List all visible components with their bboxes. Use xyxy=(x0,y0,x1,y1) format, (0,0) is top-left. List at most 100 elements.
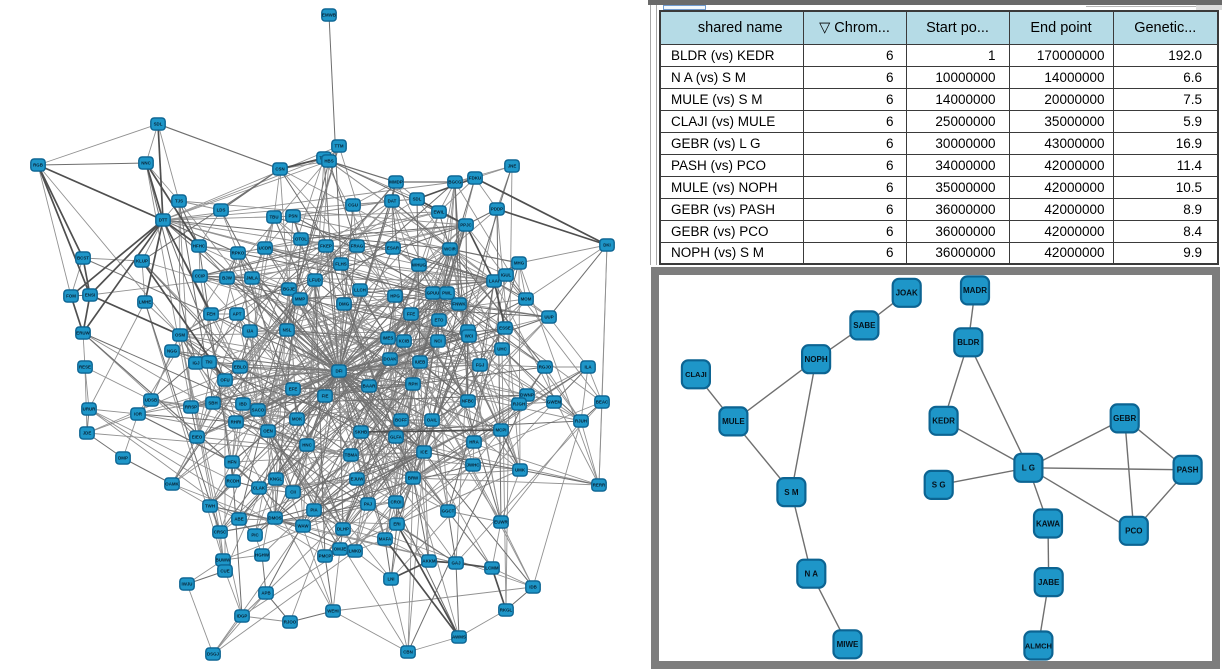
svg-text:DSGJ: DSGJ xyxy=(207,652,220,657)
svg-text:BUWW: BUWW xyxy=(216,558,231,563)
svg-text:LDS: LDS xyxy=(217,208,226,213)
svg-text:ABE: ABE xyxy=(234,517,243,522)
svg-text:IOR: IOR xyxy=(134,412,143,417)
svg-text:JDE: JDE xyxy=(83,431,92,436)
svg-text:PDDP: PDDP xyxy=(491,207,503,212)
svg-text:GGCT: GGCT xyxy=(442,509,455,514)
svg-text:IGJ: IGJ xyxy=(192,361,200,366)
svg-text:BJW: BJW xyxy=(222,276,233,281)
svg-text:ALMCH: ALMCH xyxy=(1025,641,1052,650)
svg-text:LMKD: LMKD xyxy=(349,549,362,554)
svg-text:RPKO: RPKO xyxy=(232,251,245,256)
svg-text:PCO: PCO xyxy=(1125,527,1142,536)
svg-text:OMJE: OMJE xyxy=(334,547,347,552)
svg-text:RJGH: RJGH xyxy=(513,402,525,407)
svg-text:BEAC: BEAC xyxy=(596,400,609,405)
svg-text:IWJU: IWJU xyxy=(182,582,193,587)
svg-text:HGHW: HGHW xyxy=(255,553,270,558)
svg-text:CUE: CUE xyxy=(220,569,229,574)
svg-text:AWMS: AWMS xyxy=(452,635,466,640)
svg-text:CLAK: CLAK xyxy=(253,486,266,491)
svg-text:WCIR: WCIR xyxy=(444,247,457,252)
svg-text:DMOS: DMOS xyxy=(268,516,281,521)
svg-text:OAMK: OAMK xyxy=(165,482,179,487)
svg-text:BGJE: BGJE xyxy=(283,287,295,292)
svg-text:APB: APB xyxy=(261,591,270,596)
svg-text:OEN: OEN xyxy=(263,429,273,434)
svg-text:FRAG: FRAG xyxy=(351,244,364,249)
svg-text:ERI: ERI xyxy=(393,522,400,527)
svg-text:HFN: HFN xyxy=(227,460,236,465)
svg-text:FOM: FOM xyxy=(66,294,76,299)
svg-text:NCI: NCI xyxy=(434,339,442,344)
svg-text:PIC: PIC xyxy=(251,533,259,538)
svg-text:ICE: ICE xyxy=(420,450,427,455)
svg-text:DMP: DMP xyxy=(118,456,128,461)
svg-text:ERUW: ERUW xyxy=(76,331,90,336)
svg-text:IBD: IBD xyxy=(239,402,247,407)
svg-text:CBN: CBN xyxy=(403,650,413,655)
svg-text:BLDR: BLDR xyxy=(957,338,979,347)
svg-text:DLHP: DLHP xyxy=(337,527,349,532)
svg-text:JNE: JNE xyxy=(508,164,517,169)
svg-text:SDL: SDL xyxy=(413,197,422,202)
svg-text:CII: CII xyxy=(290,490,296,495)
svg-text:ILA: ILA xyxy=(584,365,592,370)
svg-text:WEHI: WEHI xyxy=(327,609,338,614)
svg-text:JABE: JABE xyxy=(1038,578,1060,587)
svg-text:RERR: RERR xyxy=(593,483,606,488)
svg-text:NSL: NSL xyxy=(283,328,292,333)
svg-text:HRA: HRA xyxy=(469,440,479,445)
svg-text:WAW: WAW xyxy=(298,524,310,529)
svg-text:UHC: UHC xyxy=(497,347,507,352)
svg-text:NGG: NGG xyxy=(167,349,178,354)
svg-text:RGJO: RGJO xyxy=(539,365,552,370)
svg-text:FLHS: FLHS xyxy=(335,262,347,267)
svg-text:GWEM: GWEM xyxy=(547,400,561,405)
svg-text:UCDR: UCDR xyxy=(259,246,273,251)
svg-text:EWIL: EWIL xyxy=(434,210,445,215)
svg-text:DAT: DAT xyxy=(388,199,397,204)
svg-text:EJUW: EJUW xyxy=(351,477,365,482)
svg-text:PMCP: PMCP xyxy=(319,554,332,559)
svg-text:CSN: CSN xyxy=(275,167,284,172)
svg-text:EUWR: EUWR xyxy=(494,520,508,525)
svg-text:DWNP: DWNP xyxy=(520,393,533,398)
svg-text:FFE: FFE xyxy=(407,312,415,317)
svg-text:FDKU: FDKU xyxy=(469,176,481,181)
svg-text:LNI: LNI xyxy=(387,577,394,582)
svg-text:JWHC: JWHC xyxy=(467,463,481,468)
svg-text:DMG: DMG xyxy=(339,302,350,307)
svg-text:SACO: SACO xyxy=(252,408,265,413)
svg-text:BGCG: BGCG xyxy=(448,180,462,185)
svg-text:S M: S M xyxy=(784,488,799,497)
svg-text:BAAR: BAAR xyxy=(363,384,377,389)
svg-text:RRSP: RRSP xyxy=(185,405,197,410)
svg-text:MHG: MHG xyxy=(514,261,525,266)
svg-text:RJOO: RJOO xyxy=(284,620,297,625)
svg-text:MMDP: MMDP xyxy=(389,180,402,185)
svg-text:RKGL: RKGL xyxy=(500,608,513,613)
svg-text:ETO: ETO xyxy=(435,318,445,323)
svg-text:LMHE: LMHE xyxy=(139,300,152,305)
svg-text:NFBC: NFBC xyxy=(462,399,475,404)
svg-text:PWL: PWL xyxy=(442,291,452,296)
svg-text:LFUD: LFUD xyxy=(309,278,321,283)
svg-text:LCMM: LCMM xyxy=(485,566,499,571)
svg-text:HPG: HPG xyxy=(390,294,400,299)
svg-text:EMWB: EMWB xyxy=(322,13,336,18)
svg-text:URUR: URUR xyxy=(83,407,97,412)
svg-text:HFHC: HFHC xyxy=(193,244,206,249)
svg-text:CLAJI: CLAJI xyxy=(685,370,707,379)
svg-text:NNC: NNC xyxy=(141,161,151,166)
svg-text:IJA: IJA xyxy=(247,329,255,334)
svg-text:BRW: BRW xyxy=(408,476,419,481)
svg-text:RHRI: RHRI xyxy=(231,420,242,425)
svg-text:AKKM: AKKM xyxy=(422,559,436,564)
svg-text:BOFF: BOFF xyxy=(395,418,407,423)
svg-text:TTM: TTM xyxy=(334,144,343,149)
svg-text:ESAR: ESAR xyxy=(387,246,400,251)
svg-text:WHUG: WHUG xyxy=(412,263,426,268)
svg-text:DTT: DTT xyxy=(159,218,168,223)
svg-text:UMK: UMK xyxy=(515,468,526,473)
